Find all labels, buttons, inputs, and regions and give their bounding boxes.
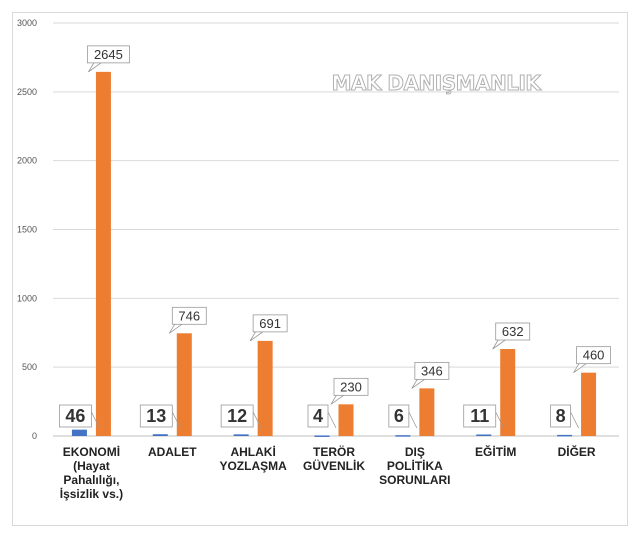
category-label: POLİTİKA <box>387 458 443 473</box>
bar <box>419 388 435 436</box>
y-axis-ticks: 0 500 1000 1500 2000 2500 3000 <box>17 18 37 441</box>
callout-pointer <box>330 393 347 405</box>
callout-box <box>414 361 450 380</box>
y-tick-label: 0 <box>32 431 37 441</box>
bar <box>71 429 87 436</box>
callout-box <box>550 404 571 428</box>
category-label: DIŞ <box>405 445 425 459</box>
callout-box <box>59 404 92 428</box>
category-label: AHLAKİ <box>230 444 275 459</box>
data-label: 346 <box>421 363 443 378</box>
data-labels: 46 2645 13 746 12 691 4 230 6 346 11 632 8 460 <box>59 45 611 429</box>
category-label: DİĞER <box>558 444 596 459</box>
watermark-text: MAK DANIŞMANLIK <box>332 71 543 95</box>
data-label: 2645 <box>94 47 123 62</box>
callout-pointer <box>408 411 418 429</box>
data-label: 460 <box>583 348 605 363</box>
callout-box <box>171 306 207 325</box>
bar <box>257 340 273 436</box>
data-label: 691 <box>259 316 281 331</box>
callout-pointer <box>573 362 589 373</box>
category-label: GÜVENLİK <box>303 458 365 473</box>
callout-box <box>495 322 531 341</box>
callout-pointer <box>168 322 185 334</box>
data-label: 632 <box>502 324 524 339</box>
data-label: 746 <box>178 308 200 323</box>
data-label: 46 <box>65 406 85 426</box>
y-tick-label: 1500 <box>17 225 37 235</box>
bar <box>95 71 111 436</box>
callout-box <box>388 404 410 428</box>
data-label: 12 <box>227 406 247 426</box>
y-tick-label: 1000 <box>17 293 37 303</box>
data-label: 8 <box>556 406 566 426</box>
bars <box>71 71 597 437</box>
y-tick-label: 3000 <box>17 18 37 28</box>
category-label: YOZLAŞMA <box>219 459 287 473</box>
callout-box <box>307 404 329 428</box>
bar <box>233 434 249 436</box>
bar <box>395 435 411 437</box>
y-tick-label: 2000 <box>17 156 37 166</box>
callout-pointer <box>570 411 579 429</box>
bar <box>476 434 492 436</box>
bar <box>500 348 516 436</box>
data-label: 13 <box>146 406 166 426</box>
data-label: 11 <box>470 406 489 426</box>
bar <box>557 434 573 437</box>
callout-pointer <box>411 377 428 389</box>
callout-box <box>333 377 369 396</box>
callout-pointer <box>495 411 505 429</box>
callout-pointer <box>88 61 104 73</box>
bar <box>581 372 597 436</box>
callout-pointer <box>327 411 337 429</box>
callout-pointer <box>91 411 100 429</box>
data-label: 230 <box>340 379 362 394</box>
chart-frame: 0 500 1000 1500 2000 2500 3000 46 2645 13 746 12 69… <box>12 12 628 526</box>
callout-pointer <box>252 411 262 429</box>
callout-pointer <box>171 411 181 429</box>
callout-box <box>220 404 254 428</box>
bar <box>314 435 330 437</box>
callout-pointer <box>492 338 508 350</box>
gridlines <box>53 22 619 437</box>
y-tick-label: 500 <box>22 362 37 372</box>
category-label: EĞİTİM <box>475 444 516 459</box>
bar <box>176 333 192 436</box>
category-label: Pahalılığı, <box>63 473 119 487</box>
y-tick-label: 2500 <box>17 87 37 97</box>
callout-box <box>463 404 497 428</box>
category-label: EKONOMİ <box>63 444 120 459</box>
callout-box <box>139 404 173 428</box>
category-label: (Hayat <box>73 459 110 473</box>
category-label: İşsizlik vs.) <box>60 486 123 501</box>
callout-box <box>252 314 288 333</box>
callout-pointer <box>249 330 266 342</box>
category-label: TERÖR <box>313 444 355 459</box>
bar <box>152 434 168 436</box>
data-label: 4 <box>313 406 323 426</box>
callout-box <box>87 45 130 64</box>
data-label: 6 <box>394 406 404 426</box>
category-label: SORUNLARI <box>379 473 450 487</box>
category-label: ADALET <box>148 445 197 459</box>
callout-box <box>576 346 611 365</box>
bar <box>338 404 354 436</box>
